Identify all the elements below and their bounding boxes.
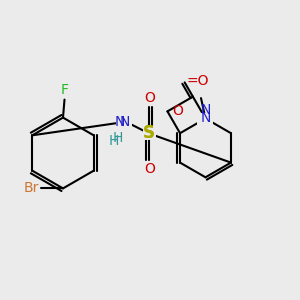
FancyBboxPatch shape: [142, 127, 156, 140]
Text: S: S: [143, 124, 155, 142]
FancyBboxPatch shape: [194, 88, 206, 97]
Text: N: N: [200, 112, 211, 125]
Text: H: H: [112, 131, 123, 145]
Text: N: N: [119, 115, 130, 129]
Text: O: O: [144, 162, 155, 176]
FancyBboxPatch shape: [116, 116, 132, 128]
Text: H: H: [109, 134, 119, 148]
Text: N: N: [114, 115, 124, 129]
FancyBboxPatch shape: [196, 112, 213, 124]
Text: S: S: [143, 124, 155, 142]
Text: Br: Br: [24, 182, 39, 195]
FancyBboxPatch shape: [108, 135, 121, 147]
Text: N: N: [200, 103, 211, 117]
Text: =O: =O: [186, 74, 209, 88]
Text: O: O: [144, 91, 155, 105]
Text: O: O: [172, 104, 183, 118]
Text: F: F: [61, 83, 68, 97]
